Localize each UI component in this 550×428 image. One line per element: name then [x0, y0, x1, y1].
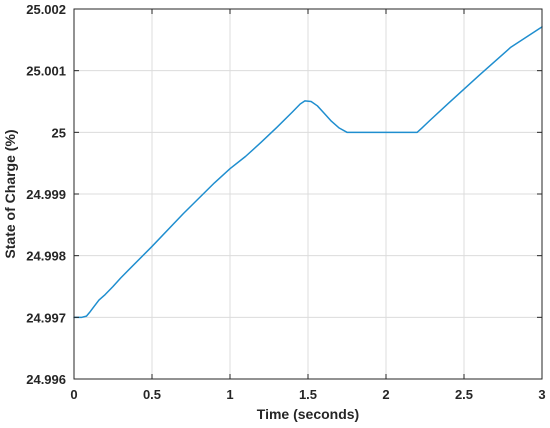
- x-tick-label: 2: [382, 387, 389, 402]
- y-axis-label: State of Charge (%): [2, 129, 18, 258]
- grid: [74, 9, 542, 379]
- y-tick-label: 25: [52, 125, 66, 140]
- y-tick-label: 25.001: [26, 64, 66, 79]
- x-tick-label: 0: [70, 387, 77, 402]
- series-layer: [73, 26, 543, 319]
- x-tick-label: 1.5: [299, 387, 317, 402]
- x-tick-labels: 0 0.5 1 1.5 2 2.5 3: [70, 387, 545, 402]
- y-tick-label: 24.999: [26, 187, 66, 202]
- series-line: [73, 26, 543, 319]
- y-tick-label: 24.998: [26, 249, 66, 264]
- y-tick-label: 25.002: [26, 2, 66, 17]
- y-tick-label: 24.996: [26, 372, 66, 387]
- x-tick-label: 2.5: [455, 387, 473, 402]
- y-tick-labels: 24.996 24.997 24.998 24.999 25 25.001 25.002: [26, 2, 66, 387]
- y-tick-label: 24.997: [26, 310, 66, 325]
- x-tick-label: 0.5: [143, 387, 161, 402]
- x-tick-label: 3: [538, 387, 545, 402]
- x-tick-label: 1: [226, 387, 233, 402]
- tick-marks: [73, 8, 543, 380]
- x-axis-label: Time (seconds): [257, 406, 359, 422]
